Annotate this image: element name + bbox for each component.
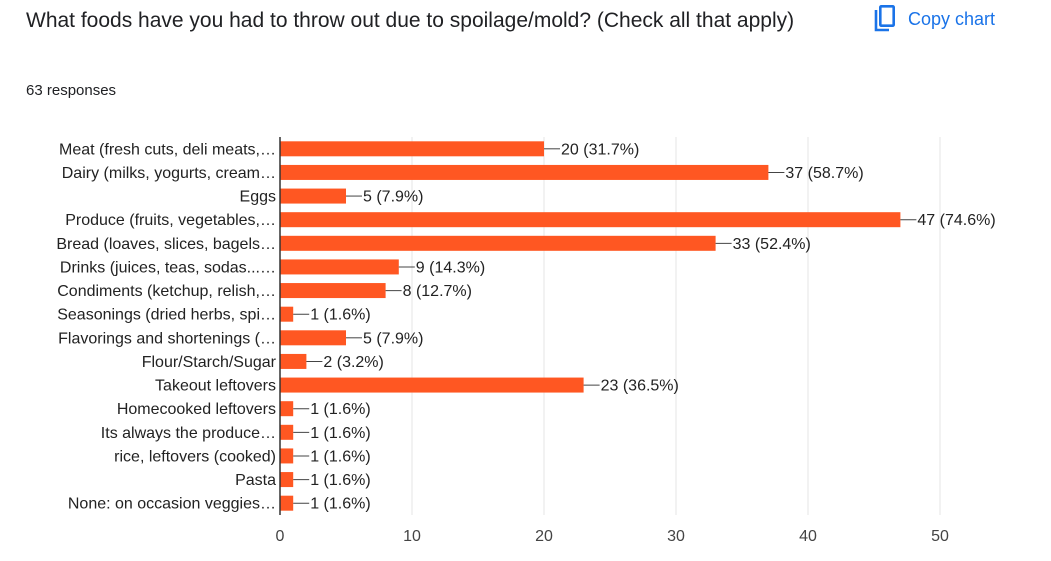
data-label: 8 (12.7%) — [403, 283, 472, 300]
category-label: Drinks (juices, teas, sodas...… — [60, 259, 276, 276]
data-label: 47 (74.6%) — [917, 212, 995, 229]
category-label: Dairy (milks, yogurts, cream… — [62, 165, 276, 182]
x-tick-label: 20 — [535, 528, 553, 545]
bar — [280, 283, 386, 299]
bar — [280, 448, 294, 464]
bar — [280, 188, 346, 204]
response-count: 63 responses — [26, 82, 117, 99]
data-label: 9 (14.3%) — [416, 259, 485, 276]
category-label: Produce (fruits, vegetables,… — [65, 212, 276, 229]
category-label: Homecooked leftovers — [117, 401, 276, 418]
bar — [280, 472, 294, 488]
bar — [280, 235, 716, 251]
bar — [280, 424, 294, 440]
bar — [280, 212, 901, 228]
data-label: 1 (1.6%) — [310, 401, 370, 418]
bar — [280, 495, 294, 511]
category-label: Flour/Starch/Sugar — [142, 354, 277, 371]
bar — [280, 377, 584, 393]
chart-title: What foods have you had to throw out due… — [26, 9, 795, 32]
bar — [280, 353, 307, 369]
data-label: 1 (1.6%) — [310, 496, 370, 513]
category-label: Its always the produce… — [101, 425, 276, 442]
category-label: Eggs — [240, 189, 276, 206]
copy-chart-label: Copy chart — [908, 8, 996, 29]
category-label: Condiments (ketchup, relish,… — [57, 283, 276, 300]
data-label: 1 (1.6%) — [310, 307, 370, 324]
bar — [280, 141, 544, 157]
category-label: Bread (loaves, slices, bagels… — [56, 236, 276, 253]
data-label: 1 (1.6%) — [310, 425, 370, 442]
category-label: Takeout leftovers — [155, 378, 276, 395]
x-tick-label: 10 — [403, 528, 421, 545]
category-label: Flavorings and shortenings (… — [58, 330, 276, 347]
category-label: None: on occasion veggies… — [68, 496, 276, 513]
copy-chart-button[interactable]: Copy chart — [872, 2, 995, 36]
bar — [280, 164, 769, 180]
data-label: 2 (3.2%) — [323, 354, 383, 371]
data-label: 5 (7.9%) — [363, 330, 423, 347]
category-label: rice, leftovers (cooked) — [114, 448, 276, 465]
data-label: 20 (31.7%) — [561, 141, 639, 158]
bar — [280, 330, 346, 346]
data-label: 1 (1.6%) — [310, 448, 370, 465]
category-label: Seasonings (dried herbs, spi… — [57, 307, 276, 324]
bar — [280, 401, 294, 417]
bar — [280, 306, 294, 322]
bar-chart: 0 10 20 30 40 50 Meat (fresh cuts, deli meats,… — [56, 137, 996, 545]
category-label: Pasta — [235, 472, 276, 489]
x-tick-label: 0 — [276, 528, 285, 545]
x-tick-label: 40 — [799, 528, 817, 545]
data-label: 1 (1.6%) — [310, 472, 370, 489]
bar — [280, 259, 399, 275]
x-tick-label: 30 — [667, 528, 685, 545]
copy-icon — [872, 5, 896, 33]
data-label: 5 (7.9%) — [363, 189, 423, 206]
data-label: 33 (52.4%) — [733, 236, 811, 253]
data-label: 37 (58.7%) — [785, 165, 863, 182]
data-label: 23 (36.5%) — [601, 378, 679, 395]
x-tick-label: 50 — [931, 528, 949, 545]
category-label: Meat (fresh cuts, deli meats,… — [59, 141, 276, 158]
